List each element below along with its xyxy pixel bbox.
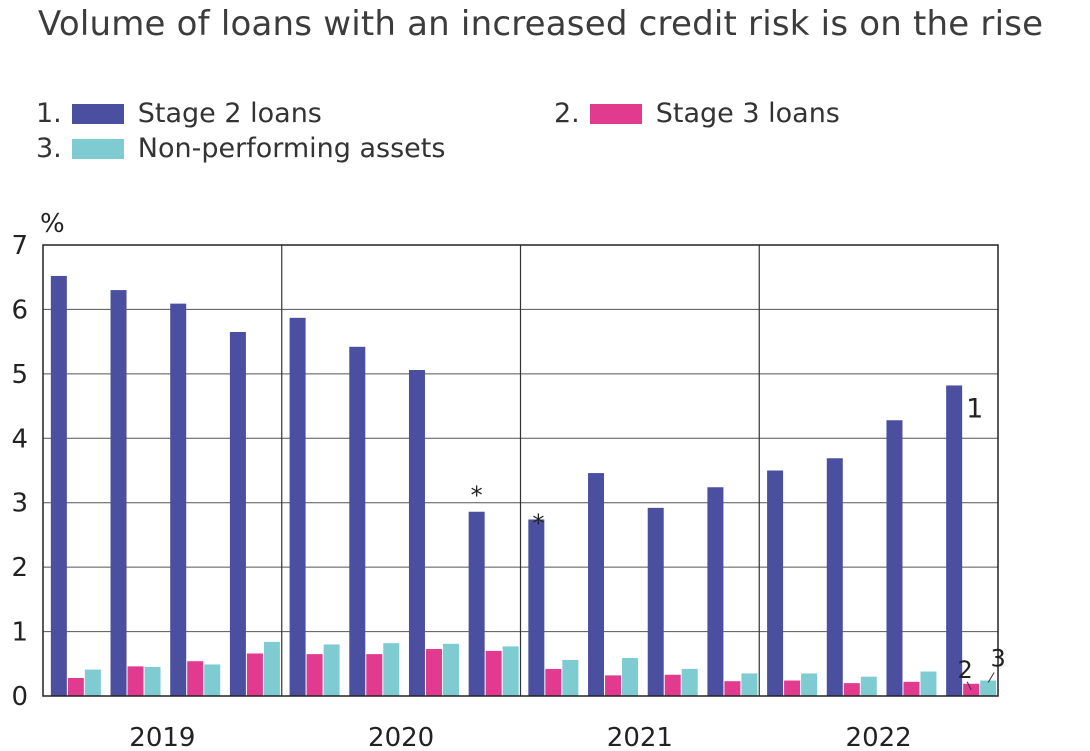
bar-stage-2-loans (647, 507, 664, 696)
bar-stage-3-loans (784, 680, 801, 696)
bar-stage-3-loans (187, 661, 204, 696)
chart-title: Volume of loans with an increased credit… (38, 4, 1044, 44)
bar-stage-3-loans (366, 654, 383, 696)
bar-stage-2-loans (826, 458, 843, 696)
bar-stage-2-loans (707, 487, 724, 696)
y-tick-label: 4 (11, 424, 28, 454)
bar-non-performing-assets (562, 659, 579, 696)
bar-stage-2-loans (289, 317, 306, 696)
y-tick-label: 0 (11, 682, 28, 712)
bar-stage-2-loans (349, 346, 366, 696)
legend-item-stage3: 2. Stage 3 loans (554, 98, 840, 129)
bar-stage-2-loans (50, 275, 67, 696)
bar-non-performing-assets (681, 668, 698, 696)
annotation-label: 3 (991, 645, 1006, 673)
bar-stage-3-loans (724, 681, 741, 696)
bar-non-performing-assets (442, 643, 459, 696)
y-tick-label: 2 (11, 553, 28, 583)
bar-stage-2-loans (946, 385, 963, 696)
x-year-label: 2022 (846, 723, 912, 751)
bar-non-performing-assets (144, 667, 161, 696)
legend-label-stage2: Stage 2 loans (137, 98, 322, 129)
x-year-label: 2021 (607, 723, 673, 751)
legend-number: 2. (554, 98, 580, 129)
bar-stage-3-loans (903, 681, 920, 696)
bar-non-performing-assets (622, 657, 639, 696)
legend-number: 3. (36, 133, 62, 164)
y-tick-label: 6 (11, 295, 28, 325)
bar-non-performing-assets (383, 643, 400, 696)
legend-swatch-npa (71, 138, 124, 159)
legend-label-npa: Non-performing assets (137, 133, 446, 164)
bar-stage-3-loans (605, 675, 622, 696)
bar-non-performing-assets (801, 673, 818, 696)
bar-stage-3-loans (485, 650, 502, 696)
x-year-label: 2020 (368, 723, 434, 751)
bar-stage-2-loans (588, 473, 605, 696)
bar-stage-3-loans (963, 683, 980, 696)
annotation-label: 1 (966, 393, 983, 424)
bar-stage-2-loans (408, 369, 425, 696)
plot-frame (42, 244, 999, 697)
legend-swatch-stage3 (589, 103, 642, 124)
bar-stage-2-loans (528, 519, 545, 696)
bar-stage-2-loans (110, 290, 127, 696)
annotation-label: * (532, 509, 544, 537)
bar-stage-2-loans (229, 331, 246, 696)
bar-stage-2-loans (886, 420, 903, 696)
legend-label-stage3: Stage 3 loans (655, 98, 840, 129)
y-axis-label: % (40, 209, 65, 239)
bar-non-performing-assets (263, 641, 280, 696)
legend-swatch-stage2 (71, 103, 124, 124)
x-year-label: 2019 (129, 723, 195, 751)
y-tick-label: 1 (11, 618, 28, 648)
annotation-label: 2 (958, 656, 973, 684)
bar-non-performing-assets (323, 644, 340, 696)
bar-non-performing-assets (204, 664, 221, 696)
bar-non-performing-assets (84, 669, 101, 696)
bar-stage-3-loans (127, 666, 144, 696)
bar-stage-3-loans (67, 677, 84, 696)
bar-stage-2-loans (468, 511, 485, 696)
annotation-label: * (471, 482, 483, 510)
bar-non-performing-assets (502, 646, 519, 696)
bar-stage-2-loans (170, 303, 187, 696)
legend-number: 1. (36, 98, 62, 129)
bar-stage-3-loans (664, 674, 681, 696)
bar-stage-3-loans (246, 653, 263, 696)
bar-non-performing-assets (860, 676, 877, 696)
bar-stage-3-loans (306, 654, 323, 696)
bar-stage-3-loans (425, 648, 442, 696)
y-tick-label: 5 (11, 360, 28, 390)
bar-stage-3-loans (843, 683, 860, 696)
y-tick-label: 3 (11, 489, 28, 519)
legend-item-npa: 3. Non-performing assets (36, 133, 445, 164)
annotation-leader (987, 672, 995, 683)
legend-item-stage2: 1. Stage 2 loans (36, 98, 322, 129)
y-tick-label: 7 (11, 231, 28, 261)
bar-stage-3-loans (545, 668, 562, 696)
annotation-leader (966, 681, 972, 690)
bar-non-performing-assets (741, 673, 758, 696)
bar-non-performing-assets (980, 680, 997, 696)
bar-stage-2-loans (767, 470, 784, 696)
bar-non-performing-assets (920, 671, 937, 696)
